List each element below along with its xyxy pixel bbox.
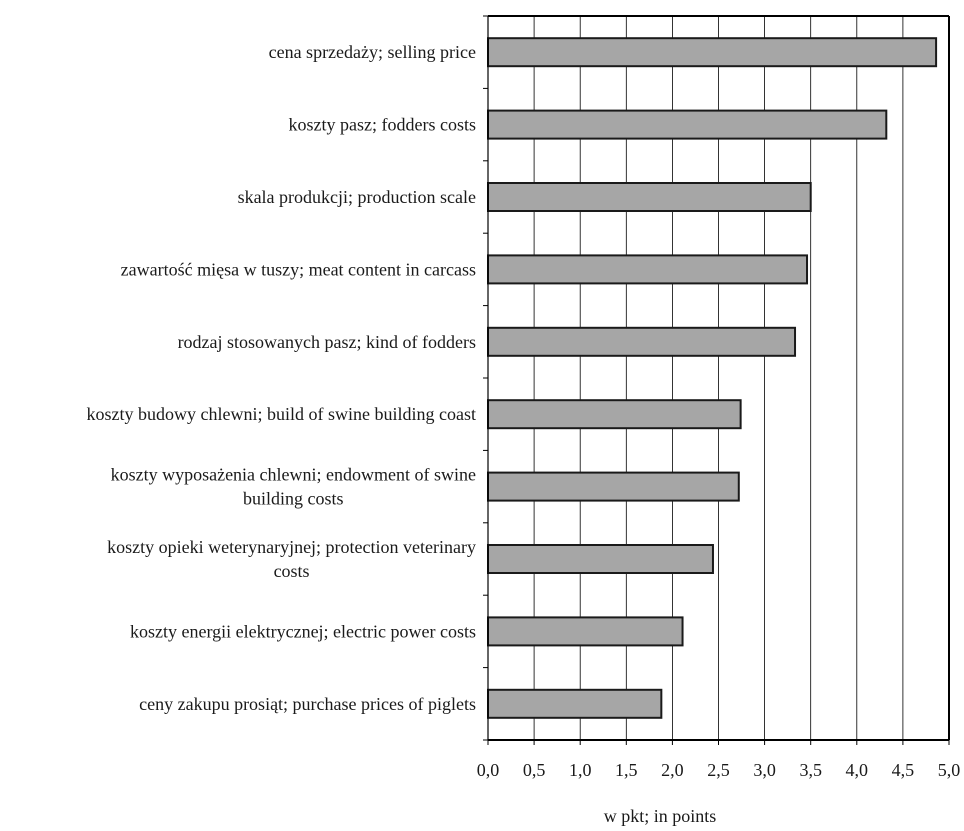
bar [487,616,684,647]
category-label: rodzaj stosowanych pasz; kind of fodders [178,332,476,352]
x-tick-label: 1,5 [615,760,638,780]
category-label: costs [274,561,310,581]
x-axis-label: w pkt; in points [604,806,717,826]
bar [487,471,740,502]
x-tick-label: 1,0 [569,760,592,780]
x-tick-label: 0,5 [523,760,546,780]
bar [487,326,797,357]
bar [487,544,714,574]
x-tick-label: 4,0 [846,760,869,780]
x-tick-label: 3,0 [753,760,776,780]
category-label: building costs [243,489,344,509]
bar [487,37,938,68]
category-label: skala produkcji; production scale [238,187,476,207]
category-label: cena sprzedaży; selling price [269,42,476,62]
category-label: koszty opieki weterynaryjnej; protection… [107,537,476,557]
x-tick-label: 3,5 [799,760,822,780]
category-label: koszty pasz; fodders costs [289,115,476,135]
category-label: koszty wyposażenia chlewni; endowment of… [111,465,476,485]
bar [487,109,888,140]
bar [487,254,809,285]
bar [487,688,663,719]
x-axis-tick-labels: 0,0 0,5 1,0 1,5 2,0 2,5 3,0 3,5 4,0 4,5 5,0 [477,740,961,780]
category-label: koszty energii elektrycznej; electric po… [130,621,476,641]
category-label: zawartość mięsa w tuszy; meat content in… [121,259,476,279]
x-tick-label: 5,0 [938,760,961,780]
bar [487,182,812,212]
x-tick-label: 0,0 [477,760,500,780]
category-labels: cena sprzedaży; selling price koszty pasz… [87,42,476,714]
y-axis-ticks [483,15,488,741]
category-label: koszty budowy chlewni; build of swine bu… [87,404,476,424]
x-tick-label: 2,0 [661,760,684,780]
bar [487,399,742,430]
x-tick-label: 2,5 [707,760,730,780]
x-tick-label: 4,5 [892,760,915,780]
category-label: ceny zakupu prosiąt; purchase prices of … [139,694,476,714]
bars [487,37,938,719]
